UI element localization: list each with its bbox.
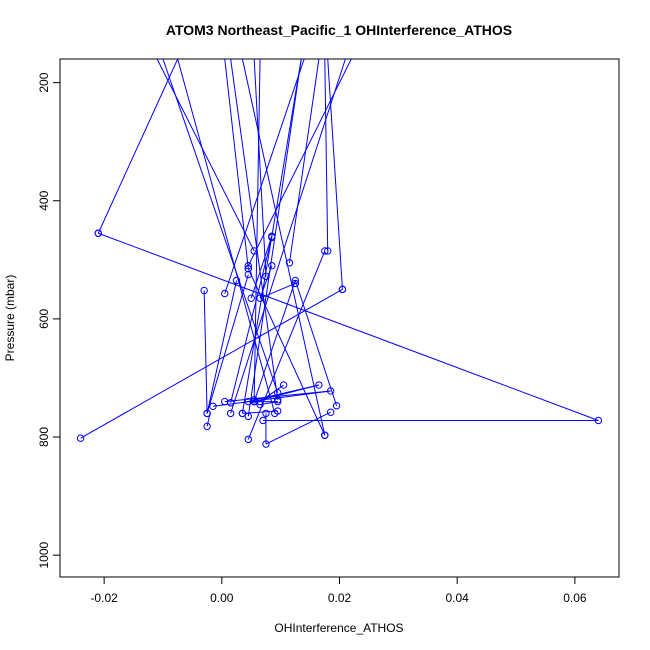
data-point	[244, 435, 252, 444]
series-line	[203, 290, 208, 414]
series-line	[224, 59, 305, 294]
series-line	[294, 280, 338, 406]
series-line	[212, 390, 331, 407]
data-point	[209, 402, 217, 411]
data-point	[244, 412, 252, 421]
series-line	[230, 59, 346, 414]
series-line	[206, 280, 238, 414]
data-point	[274, 397, 282, 406]
data-point	[326, 387, 335, 395]
data-point	[321, 431, 329, 439]
data-point	[338, 285, 347, 294]
series-line	[253, 59, 261, 400]
x-tick-label: 0.06	[563, 591, 587, 605]
series-line	[177, 59, 276, 414]
data-point	[256, 400, 264, 409]
series-line	[224, 59, 249, 269]
data-point	[256, 397, 264, 406]
y-tick-label: 1000	[37, 541, 51, 568]
data-point	[232, 276, 241, 285]
series-line	[230, 59, 279, 400]
x-tick-label: -0.02	[90, 591, 118, 605]
y-tick-label: 200	[37, 72, 51, 92]
y-axis-label: Pressure (mbar)	[3, 275, 17, 362]
chart-title: ATOM3 Northeast_Pacific_1 OHInterference…	[166, 22, 512, 38]
series-line	[327, 59, 343, 290]
series-line	[156, 59, 255, 252]
x-axis-label: OHInterference_ATHOS	[274, 621, 403, 635]
data-point	[256, 294, 264, 302]
series-line	[288, 59, 320, 263]
data-point	[247, 294, 255, 302]
data-point	[244, 270, 252, 279]
data-point	[200, 286, 208, 295]
data-point	[221, 289, 229, 298]
data-point	[203, 409, 211, 418]
data-point	[291, 276, 300, 285]
data-point	[262, 272, 270, 281]
data-point	[226, 409, 235, 418]
series-line	[250, 236, 273, 299]
data-point	[226, 399, 235, 407]
data-point	[94, 229, 102, 237]
data-point	[315, 381, 323, 389]
data-point	[324, 247, 332, 255]
data-point	[326, 408, 335, 416]
data-point	[274, 407, 282, 415]
series-line	[259, 265, 273, 299]
data-point	[274, 389, 282, 397]
series-line	[253, 59, 267, 277]
series-group	[76, 59, 603, 448]
data-point	[285, 259, 294, 267]
series-line	[259, 282, 296, 299]
series-line	[324, 59, 329, 251]
data-point	[203, 422, 211, 431]
x-tick-label: 0.02	[328, 591, 352, 605]
data-point	[268, 262, 276, 270]
series-line	[97, 59, 179, 234]
series-line	[241, 59, 326, 436]
data-point	[250, 247, 258, 255]
series-line	[206, 274, 249, 414]
data-point	[238, 409, 247, 418]
data-point	[268, 233, 276, 242]
series-line	[253, 280, 296, 402]
data-point	[244, 262, 252, 270]
data-point	[76, 434, 85, 442]
data-point	[262, 409, 270, 418]
data-point	[279, 381, 288, 389]
y-tick-label: 400	[37, 190, 51, 210]
y-tick-label: 800	[37, 427, 51, 447]
series-line	[98, 232, 599, 421]
data-point	[250, 397, 258, 406]
data-point	[259, 416, 267, 425]
data-point	[262, 440, 270, 448]
x-tick-label: 0.00	[210, 591, 234, 605]
data-point	[332, 402, 341, 410]
data-point	[321, 247, 329, 255]
y-tick-label: 600	[37, 309, 51, 329]
x-tick-label: 0.04	[446, 591, 470, 605]
data-point	[594, 416, 603, 425]
series-line	[265, 411, 331, 445]
series-line	[259, 384, 284, 402]
data-point	[244, 397, 252, 406]
series-line	[230, 237, 273, 403]
plot-area: -0.02 0.00 0.02 0.04 0.06 200 400 600 800 1000	[37, 58, 620, 605]
data-point	[291, 279, 300, 288]
